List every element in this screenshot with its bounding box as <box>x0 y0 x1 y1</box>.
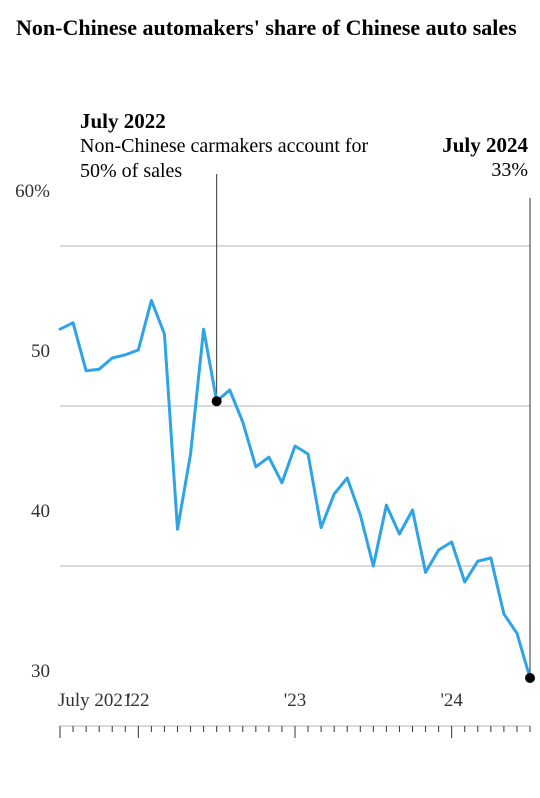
ytick-label: 30 <box>0 661 50 683</box>
ytick-label: 40 <box>0 501 50 523</box>
xtick-label: '24 <box>422 690 482 712</box>
xtick-label: '22 <box>108 690 168 712</box>
callout-a2024: July 202433% <box>388 132 528 183</box>
ytick-label: 50 <box>0 341 50 363</box>
callout-a2022: July 2022Non-Chinese carmakers account f… <box>80 108 380 184</box>
callout-sub: Non-Chinese carmakers account for 50% of… <box>80 134 380 184</box>
ytick-label: 60% <box>0 181 50 203</box>
callout-header: July 2024 <box>388 132 528 158</box>
callout-sub: 33% <box>388 158 528 183</box>
chart-title: Non-Chinese automakers' share of Chinese… <box>0 0 540 52</box>
xtick-label: '23 <box>265 690 325 712</box>
callout-header: July 2022 <box>80 108 380 134</box>
